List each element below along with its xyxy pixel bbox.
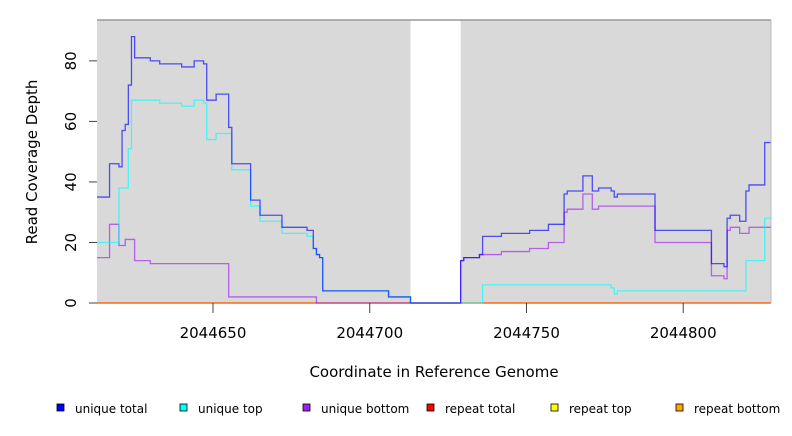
y-tick-label: 0	[62, 298, 80, 308]
x-tick-label: 2044750	[493, 324, 560, 342]
legend-swatch-repeat-top	[550, 403, 559, 412]
x-tick-label: 2044700	[336, 324, 403, 342]
legend-swatch-unique-bottom	[302, 403, 311, 412]
legend-label: repeat top	[569, 402, 632, 416]
legend-label: unique top	[198, 402, 263, 416]
series-line-unique-top	[97, 99, 771, 304]
series-line-unique-total	[97, 35, 771, 304]
y-tick-label: 20	[62, 233, 80, 252]
y-tick-label: 60	[62, 112, 80, 131]
series-line-unique-bottom	[97, 193, 771, 304]
x-tick-label: 2044650	[180, 324, 247, 342]
legend-label: unique total	[75, 402, 147, 416]
masked-region	[410, 20, 461, 303]
legend-label: repeat total	[445, 402, 515, 416]
x-tick-label: 2044800	[650, 324, 717, 342]
x-axis-label: Coordinate in Reference Genome	[309, 363, 558, 381]
legend-swatch-unique-top	[179, 403, 188, 412]
legend-label: repeat bottom	[694, 402, 780, 416]
legend-swatch-repeat-bottom	[675, 403, 684, 412]
y-tick-label: 40	[62, 172, 80, 191]
y-axis-label: Read Coverage Depth	[23, 80, 41, 245]
y-tick-label: 80	[62, 51, 80, 70]
legend-label: unique bottom	[321, 402, 409, 416]
legend-swatch-repeat-total	[426, 403, 435, 412]
legend-swatch-unique-total	[56, 403, 65, 412]
